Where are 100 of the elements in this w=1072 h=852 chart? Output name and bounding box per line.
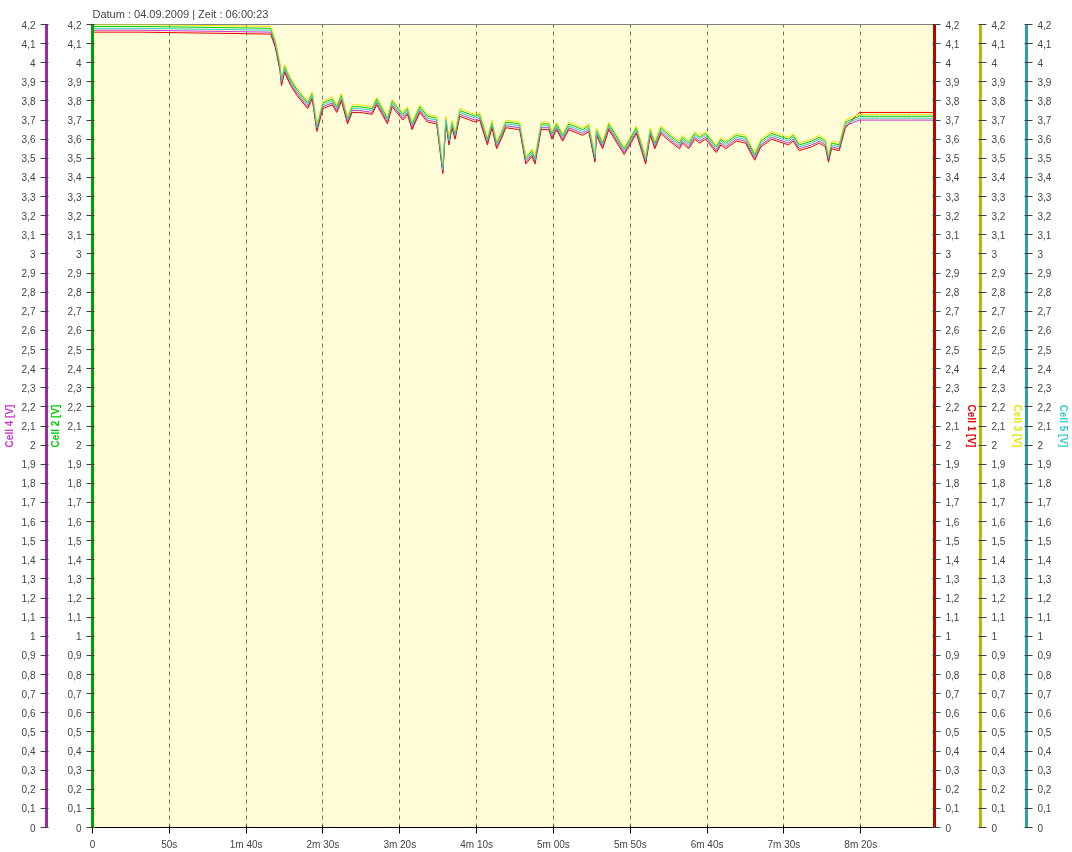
- y3-tick-label: 4,1: [21, 38, 36, 50]
- text: 1,4: [1037, 554, 1052, 566]
- y3-tick-label: 1,1: [21, 612, 36, 624]
- text: 2,7: [1037, 306, 1052, 318]
- y2-tick-label: 2,7: [945, 306, 960, 318]
- y-tick-label: 1,2: [67, 593, 82, 605]
- y-tick-label: 0,4: [67, 746, 82, 758]
- y3-tick-label: 2,8: [21, 287, 36, 299]
- y-tick-label: 3,8: [67, 95, 82, 107]
- text: 0: [1037, 822, 1044, 834]
- y-tick-label: 0: [75, 822, 82, 834]
- text: 2,4: [991, 363, 1006, 375]
- text: 1,7: [991, 497, 1006, 509]
- y3-tick-label: 0,7: [21, 688, 36, 700]
- y-tick-label: 4: [75, 57, 82, 69]
- y3-tick-label: 2,6: [21, 325, 36, 337]
- x-tick-label: 0: [89, 838, 96, 850]
- y3-tick-label: 2,1: [21, 421, 36, 432]
- text: 1,7: [1037, 497, 1052, 509]
- y2-tick-label: 0,1: [945, 803, 960, 815]
- text: 0,6: [991, 707, 1006, 719]
- text: 1,8: [1037, 478, 1052, 490]
- text: 2,7: [991, 306, 1006, 318]
- y-tick-label: 2,8: [67, 287, 82, 299]
- text: 1,4: [991, 554, 1006, 566]
- y2-tick-label: 2,3: [945, 382, 960, 394]
- y-tick-label: 0,1: [67, 803, 82, 815]
- text: 1,6: [1037, 516, 1052, 528]
- y-tick-label: 1,6: [67, 516, 82, 528]
- y3-tick-label: 3: [29, 248, 36, 260]
- y-tick-label: 3,9: [67, 76, 82, 88]
- y-tick-label: 2,2: [67, 401, 82, 413]
- text: 2,2: [991, 401, 1006, 413]
- x-tick-label: 3m 20s: [383, 838, 417, 850]
- text: 0: [991, 822, 998, 834]
- y2-tick-label: 0,4: [945, 746, 960, 758]
- text: 3,8: [991, 95, 1006, 107]
- text: 0,8: [1037, 669, 1052, 681]
- y2-tick-label: 3,6: [945, 134, 960, 146]
- y3-tick-label: 2,2: [21, 401, 36, 413]
- text: 3: [991, 248, 998, 260]
- y2-tick-label: 0,3: [945, 765, 960, 777]
- y3-tick-label: 0,1: [21, 803, 36, 815]
- x-tick-label: 6m 40s: [690, 838, 724, 850]
- y-tick-label: 3,1: [67, 229, 82, 241]
- y-tick-label: 1,5: [67, 535, 82, 547]
- y-tick-label: 1: [75, 631, 82, 643]
- text: 3,5: [1037, 153, 1052, 165]
- chart-title: Datum : 04.09.2009 | Zeit : 06:00:23: [92, 7, 269, 20]
- y3-tick-label: 0,4: [21, 746, 36, 758]
- y2-tick-label: 1,4: [945, 554, 960, 566]
- text: 2: [1037, 440, 1044, 452]
- y3-tick-label: 1,4: [21, 554, 36, 566]
- text: 3,5: [991, 153, 1006, 165]
- y-tick-label: 2,7: [67, 306, 82, 318]
- y2-tick-label: 2: [945, 440, 952, 452]
- y3-tick-label: 3,9: [21, 76, 36, 88]
- y-tick-label: 0,7: [67, 688, 82, 700]
- text: 4: [991, 57, 998, 69]
- text: 1,9: [1037, 459, 1052, 471]
- x-tick-label: 7m 30s: [767, 838, 801, 850]
- text: 0,6: [1037, 707, 1052, 719]
- y3-tick-label: 3,1: [21, 229, 36, 241]
- y-tick-label: 2: [75, 440, 82, 452]
- y2-tick-label: 1,9: [945, 459, 960, 471]
- y-tick-label: 3,3: [67, 191, 82, 203]
- y3-tick-label: 1,2: [21, 593, 36, 605]
- y-tick-label: 3,6: [67, 134, 82, 146]
- text: 2,5: [991, 344, 1006, 356]
- text: 3: [1037, 248, 1044, 260]
- text: 3,3: [1037, 191, 1052, 203]
- y3-tick-label: 4: [29, 57, 36, 69]
- text: 0,2: [991, 784, 1006, 796]
- text: 2,5: [1037, 344, 1052, 356]
- text: 1,5: [991, 535, 1006, 547]
- text: 0,3: [991, 765, 1006, 777]
- y-tick-label: 1,3: [67, 573, 82, 585]
- y3-tick-label: 2,5: [21, 344, 36, 356]
- x-tick-label: 5m 50s: [613, 838, 647, 850]
- y3-tick-label: 1: [29, 631, 36, 643]
- y2-tick-label: 1,6: [945, 516, 960, 528]
- y2-tick-label: 0: [945, 822, 952, 834]
- y3-tick-label: 1,5: [21, 535, 36, 547]
- text: 3,3: [991, 191, 1006, 203]
- y-tick-label: 3,2: [67, 210, 82, 222]
- text: 3,8: [1037, 95, 1052, 107]
- y2-tick-label: 1,2: [945, 593, 960, 605]
- text: 3,4: [991, 172, 1006, 184]
- text: 0,9: [991, 650, 1006, 662]
- text: 1,3: [1037, 573, 1052, 585]
- text: 4: [1037, 57, 1044, 69]
- y2-tick-label: 4,2: [945, 19, 960, 31]
- y-tick-label: 0,8: [67, 669, 82, 681]
- text: 2,3: [991, 382, 1006, 394]
- text: 0,4: [1037, 746, 1052, 758]
- y2-tick-label: 1,1: [945, 612, 960, 624]
- text: 4,1: [991, 38, 1006, 50]
- y-tick-label: 3: [75, 248, 82, 260]
- y3-tick-label: 2,7: [21, 306, 36, 318]
- text: Cell 5 [V]: [1058, 404, 1070, 448]
